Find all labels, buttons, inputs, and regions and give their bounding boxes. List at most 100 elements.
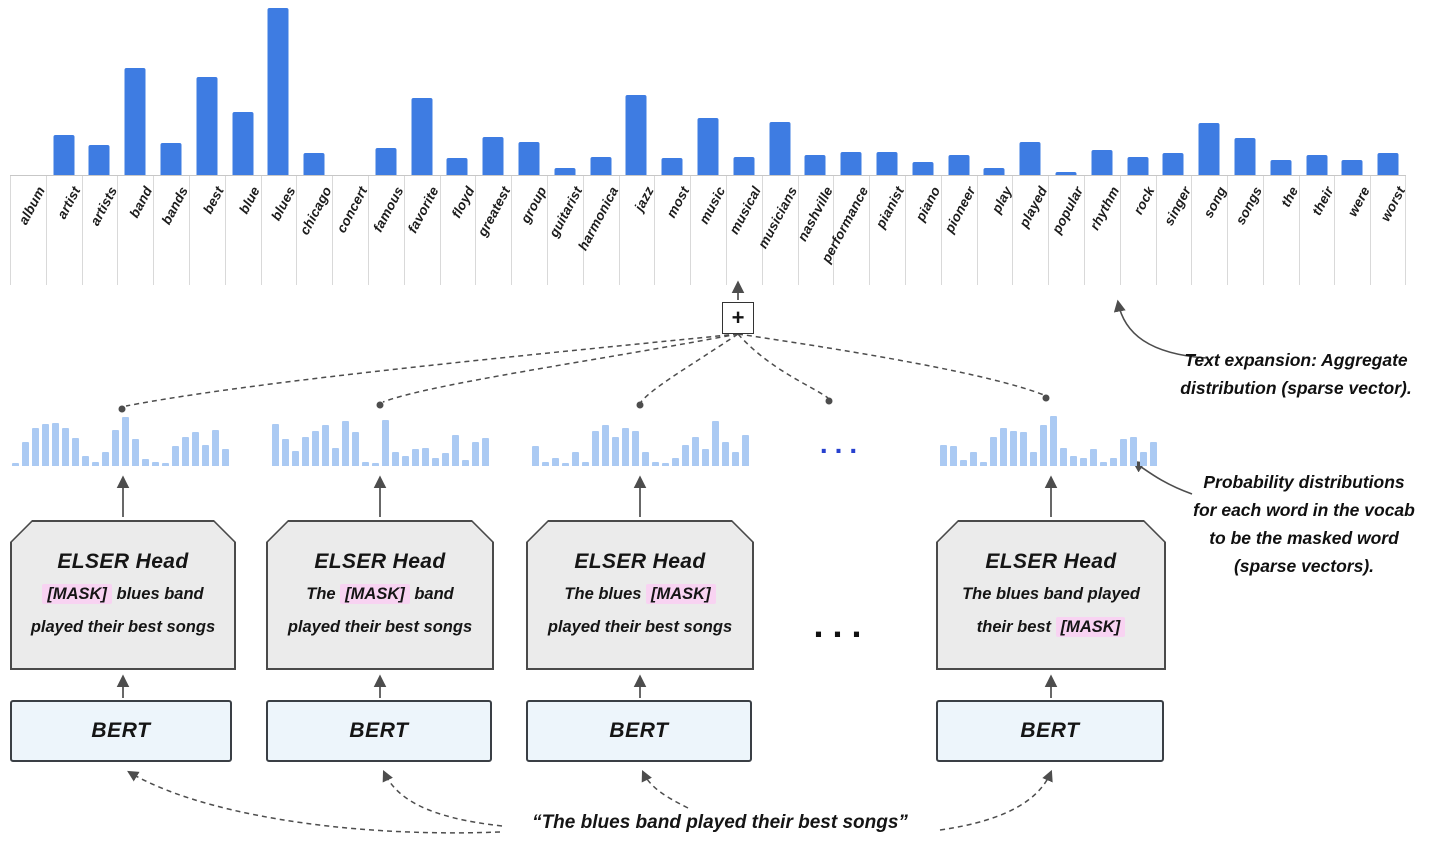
column-separator	[976, 176, 978, 285]
vocab-column: artists	[81, 0, 120, 286]
column-separator	[618, 176, 620, 285]
column-separator	[1048, 176, 1050, 285]
column-separator	[117, 176, 119, 285]
vocab-bar	[196, 76, 218, 175]
bert-label: BERT	[609, 719, 669, 742]
vocab-bar	[53, 134, 75, 175]
elser-head-title: ELSER Head	[985, 550, 1117, 574]
vocab-column: album	[10, 0, 48, 286]
vocab-label: floyd	[448, 184, 478, 221]
bert-label: BERT	[91, 719, 151, 742]
mini-bar	[960, 460, 967, 466]
elser-head-box-4: ELSER Head The blues band played their bes…	[936, 520, 1166, 670]
mini-bar	[1060, 447, 1067, 466]
column-separator	[654, 176, 656, 285]
vocab-column: group	[511, 0, 550, 286]
mini-bar	[142, 459, 149, 466]
vocab-bar	[1162, 153, 1184, 175]
column-separator	[153, 176, 155, 285]
vocab-column: jazz	[618, 0, 657, 286]
vocab-column: musical	[725, 0, 764, 286]
column-separator	[1370, 176, 1372, 285]
vocab-label: singer	[1160, 184, 1194, 228]
vocab-column: musicians	[755, 0, 800, 286]
vocab-column: floyd	[439, 0, 478, 286]
mini-bar	[12, 463, 19, 466]
vocab-column: greatest	[474, 0, 514, 286]
bert-box-2: BERT	[266, 700, 492, 762]
vocab-label: artists	[86, 184, 120, 229]
vocab-column: pianist	[869, 0, 907, 286]
mini-bar	[672, 457, 679, 466]
annotation-line: (sparse vectors).	[1233, 556, 1375, 576]
vocab-column: nashville	[794, 0, 836, 286]
elser-head-content: ELSER Head The blues band played their bes…	[938, 522, 1165, 669]
elser-head-content: ELSER Head [MASK] blues band played their …	[12, 522, 235, 669]
sentence-text: The	[306, 585, 341, 604]
annotation-line: to be the masked word	[1209, 528, 1399, 548]
bert-box-1: BERT	[10, 700, 232, 762]
mini-bar	[742, 434, 749, 466]
fan-endpoint-dots	[118, 394, 1050, 413]
mini-bar	[1110, 457, 1117, 466]
vocab-bar	[303, 153, 325, 175]
mini-bar	[1030, 452, 1037, 466]
vocab-bar	[482, 136, 504, 175]
column-separator	[1155, 176, 1157, 285]
mini-bar	[462, 460, 469, 466]
column-separator	[1083, 176, 1085, 285]
mini-bar	[732, 452, 739, 466]
mini-bar	[1010, 431, 1017, 466]
mini-bar	[82, 455, 89, 466]
mini-bar	[1070, 455, 1077, 466]
column-separator	[81, 176, 83, 285]
column-separator	[367, 176, 369, 285]
mini-bar	[632, 431, 639, 466]
vocab-bar	[840, 151, 862, 175]
vocab-column: favorite	[403, 0, 442, 286]
column-separator	[1119, 176, 1121, 285]
vocab-label: nashville	[794, 184, 836, 244]
column-separator	[188, 176, 190, 285]
vocab-label: play	[988, 184, 1015, 216]
masked-sentence-line: The blues band played	[962, 583, 1140, 607]
column-separator	[403, 176, 405, 285]
mini-bar	[622, 427, 629, 466]
vocab-column: play	[976, 0, 1015, 286]
mini-bar	[72, 438, 79, 466]
vocab-bar	[375, 148, 397, 175]
vocab-bar	[948, 155, 970, 175]
annotation-probability: Probability distributions for each word …	[1170, 468, 1438, 580]
vocab-label: greatest	[474, 184, 514, 239]
mini-bar	[1100, 461, 1107, 466]
vocab-bar	[1377, 153, 1399, 175]
column-separator	[1334, 176, 1336, 285]
column-separator	[546, 176, 548, 285]
mini-bar	[1130, 436, 1137, 466]
mini-bar	[432, 457, 439, 466]
vocab-chart: album artist artists band bands best blue blues…	[10, 0, 1408, 286]
input-sentence: “The blues band played their best songs”	[532, 812, 908, 833]
vocab-label: popular	[1049, 184, 1087, 236]
masked-sentence-line: The [MASK] band	[306, 583, 454, 607]
vocab-label: group	[517, 184, 550, 226]
sentence-text: blues band	[111, 585, 204, 604]
mini-bar	[192, 432, 199, 466]
column-separator	[1012, 176, 1014, 285]
vocab-label: rock	[1130, 184, 1158, 217]
vocab-bar	[876, 151, 898, 175]
vocab-bar	[160, 143, 182, 175]
column-separator	[725, 176, 727, 285]
vocab-bar	[1306, 155, 1328, 175]
column-separator	[224, 176, 226, 285]
vocab-bar	[661, 158, 683, 175]
vocab-bar	[1270, 160, 1292, 175]
mini-bar	[542, 461, 549, 466]
vocab-column: pioneer	[940, 0, 979, 286]
vocab-column: bands	[153, 0, 191, 286]
column-separator	[1191, 176, 1193, 285]
vocab-label: were	[1344, 184, 1373, 219]
mini-bar	[970, 452, 977, 466]
mask-token: [MASK]	[646, 584, 716, 604]
